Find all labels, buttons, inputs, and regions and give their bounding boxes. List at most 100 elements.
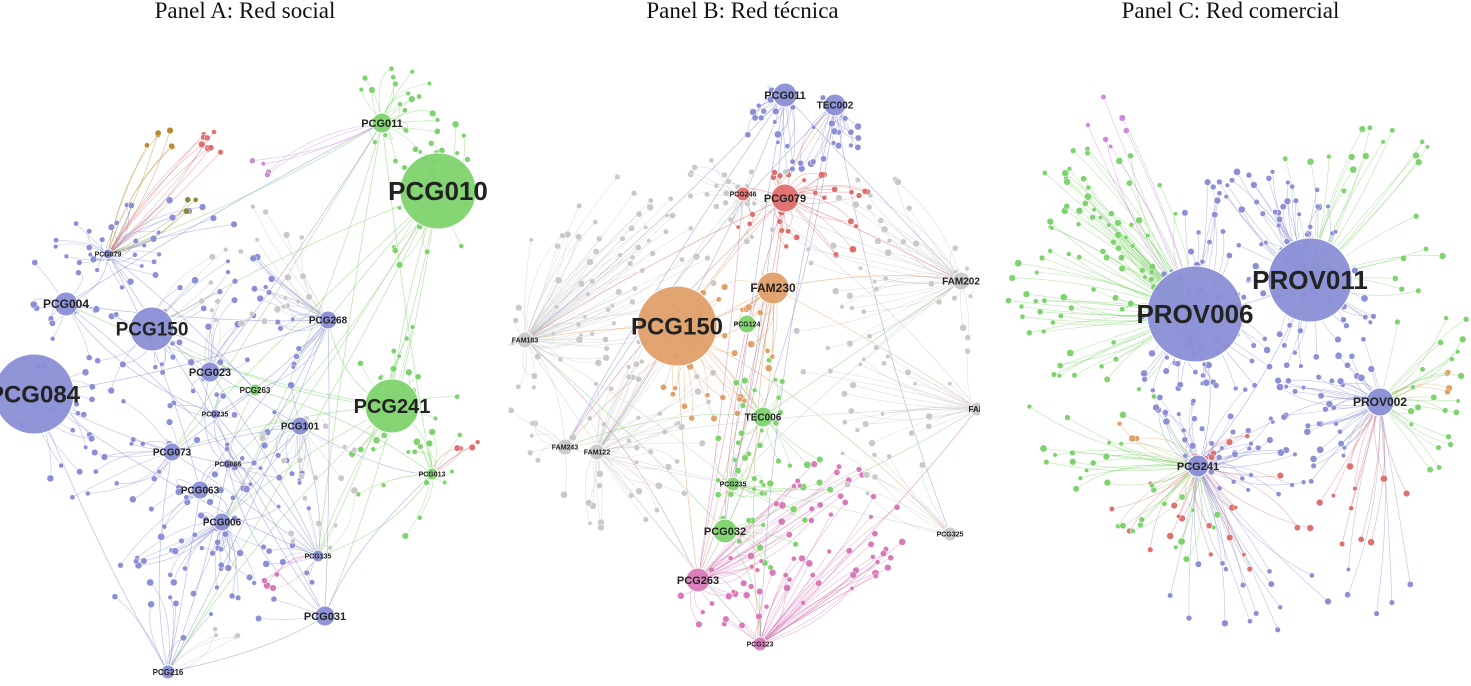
network-node (715, 296, 722, 303)
network-node (1337, 440, 1345, 448)
network-node (1085, 122, 1091, 128)
network-node (854, 143, 862, 151)
network-node (847, 128, 855, 136)
network-node (757, 309, 764, 316)
hubs-layer: PROV006 PROV011 PROV002 PCG241 (1136, 237, 1407, 478)
network-node (649, 250, 656, 257)
network-node (1026, 329, 1033, 337)
network-node (1366, 124, 1373, 131)
network-node (214, 298, 221, 305)
network-edge (564, 446, 734, 485)
hub-label: PCG268 (309, 316, 348, 327)
network-node (553, 304, 560, 310)
network-node (1200, 372, 1206, 379)
network-node (629, 254, 636, 261)
network-node (464, 156, 471, 163)
network-node (1230, 478, 1237, 485)
hub-label: PCG325 (937, 531, 964, 538)
network-node (1151, 393, 1157, 400)
network-node (951, 295, 958, 302)
hub-node (1186, 454, 1210, 478)
network-node (1138, 516, 1145, 523)
network-edge (317, 122, 383, 557)
network-node (270, 595, 278, 603)
network-node (1348, 153, 1356, 161)
network-node (1325, 400, 1334, 408)
network-node (433, 128, 441, 135)
network-node (704, 255, 711, 262)
network-node (1112, 356, 1119, 363)
network-node (144, 142, 150, 149)
network-node (791, 483, 797, 489)
network-node (50, 336, 56, 342)
network-node (176, 338, 183, 346)
network-node (727, 216, 734, 223)
network-node (1213, 196, 1222, 205)
network-node (1415, 287, 1422, 294)
network-node (605, 306, 612, 313)
network-node (212, 626, 218, 632)
hub-label: PCG135 (305, 553, 332, 560)
network-edge (171, 451, 319, 557)
network-node (727, 490, 735, 498)
hub-label: PCG032 (704, 526, 746, 538)
network-node (695, 620, 703, 628)
network-edge (209, 299, 235, 373)
network-node (880, 411, 886, 417)
network-node (849, 305, 855, 311)
network-node (769, 353, 776, 360)
network-node (1316, 445, 1325, 454)
network-node (169, 353, 177, 361)
network-node (1334, 351, 1343, 360)
network-edge (596, 361, 643, 453)
network-node (935, 298, 943, 306)
network-node (141, 242, 147, 248)
network-node (793, 233, 801, 241)
network-edge (199, 319, 329, 491)
network-node (758, 558, 764, 564)
network-node (1118, 114, 1126, 122)
network-node (230, 494, 236, 501)
network-node (854, 134, 862, 142)
network-node (1340, 187, 1347, 194)
network-node (91, 448, 99, 457)
network-node (882, 275, 889, 282)
network-node (1412, 213, 1420, 220)
network-node (745, 517, 752, 524)
network-edge (1347, 401, 1381, 595)
network-node (1100, 94, 1107, 100)
network-edge (149, 582, 170, 673)
network-node (209, 307, 215, 313)
network-node (191, 531, 198, 538)
network-node (629, 298, 636, 305)
network-node (111, 593, 119, 600)
network-edge (697, 193, 744, 581)
network-node (569, 433, 577, 442)
network-node (1367, 319, 1373, 325)
network-node (835, 142, 843, 150)
network-node (871, 530, 879, 538)
hub-node (752, 406, 774, 428)
network-node (235, 594, 242, 601)
network-edge (524, 235, 563, 341)
network-node (426, 81, 432, 86)
network-node (842, 115, 849, 122)
network-node (69, 427, 76, 434)
network-node (959, 324, 967, 332)
network-node (633, 444, 641, 451)
network-node (747, 583, 755, 590)
network-edge (724, 530, 762, 645)
network-node (1245, 171, 1253, 179)
network-node (656, 410, 663, 417)
network-edge (299, 425, 321, 557)
hub-label: PCG263 (240, 386, 271, 395)
network-node (405, 449, 411, 455)
network-node (626, 438, 632, 444)
network-node (149, 235, 158, 243)
network-node (868, 514, 874, 520)
network-node (1412, 151, 1420, 160)
network-node (453, 444, 461, 452)
network-node (721, 171, 728, 179)
network-node (350, 486, 359, 495)
network-node (156, 469, 162, 475)
